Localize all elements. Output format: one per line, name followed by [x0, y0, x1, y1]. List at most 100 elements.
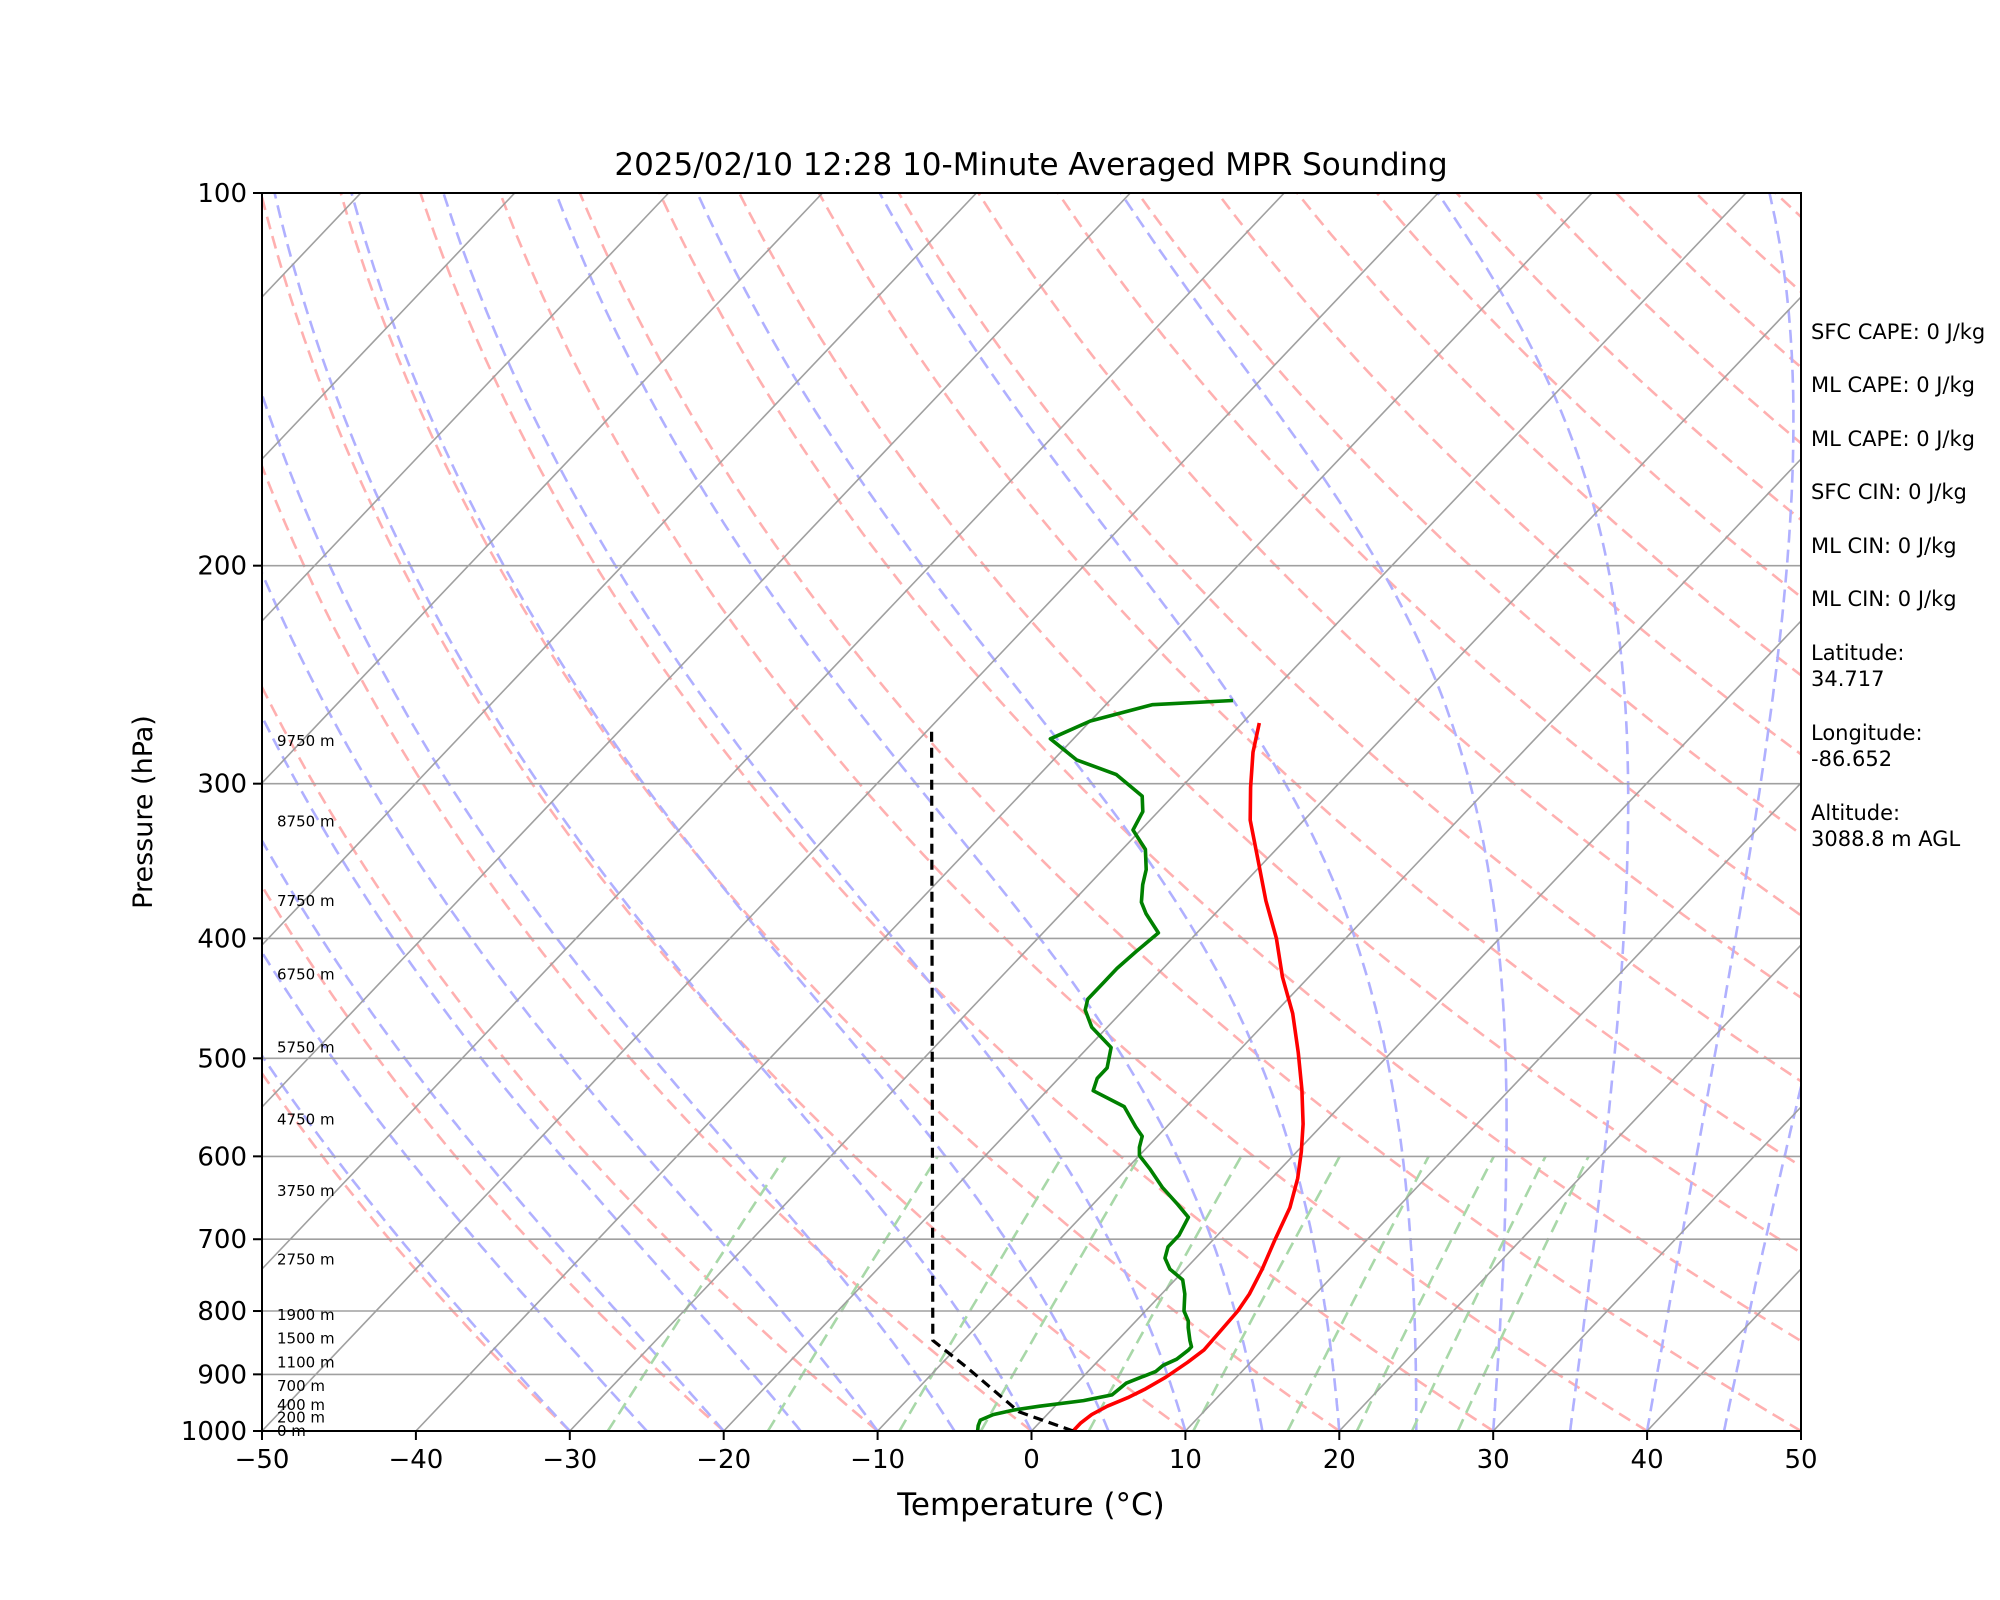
moist-adiabat — [262, 949, 648, 1431]
dry-adiabat — [419, 193, 1494, 1431]
height-label: 700 m — [277, 1377, 325, 1395]
dry-adiabat — [1136, 193, 1801, 836]
isotherm — [1030, 619, 1801, 1431]
dry-adiabat — [817, 193, 1801, 1168]
axis-ticks: −50 −40 −30 −20 −10 0 10 20 30 40 50 100 200 300 400 50… — [181, 179, 1818, 1475]
info-annotation: SFC CIN: 0 J/kg — [1811, 480, 1967, 504]
info-annotation: Latitude: 34.717 — [1811, 641, 1905, 691]
isotherm — [723, 295, 1801, 1431]
info-annotation-line: ML CIN: 0 J/kg — [1811, 587, 1957, 611]
isotherm — [262, 193, 1439, 1431]
y-tick-label: 400 — [197, 924, 247, 954]
y-tick-label: 100 — [197, 179, 247, 209]
mixing-ratio-line — [1355, 1155, 1495, 1431]
height-label: 2750 m — [277, 1251, 335, 1269]
isotherm — [0, 193, 207, 1431]
dry-adiabat — [658, 193, 1801, 1343]
isotherm — [569, 193, 1747, 1431]
x-tick-label: 10 — [1169, 1445, 1202, 1475]
height-label: 8750 m — [277, 813, 335, 831]
y-tick-label: 900 — [197, 1360, 247, 1390]
info-annotation-line: SFC CAPE: 0 J/kg — [1811, 320, 1985, 344]
dry-adiabat — [897, 193, 1801, 1083]
x-tick-label: 40 — [1631, 1445, 1664, 1475]
isotherm — [262, 193, 516, 461]
y-tick-label: 800 — [197, 1297, 247, 1327]
height-label: 1500 m — [277, 1330, 335, 1348]
y-tick-label: 1000 — [181, 1417, 247, 1447]
dry-adiabat — [1535, 193, 1801, 445]
parcel-line — [930, 730, 1074, 1431]
dewpoint-line — [975, 698, 1234, 1431]
dry-adiabat — [498, 193, 1648, 1431]
dry-adiabat — [1296, 193, 1801, 677]
mixing-ratio-line — [898, 1155, 1064, 1431]
info-annotation: Longitude: -86.652 — [1811, 721, 1923, 771]
info-annotation: ML CAPE: 0 J/kg — [1811, 427, 1975, 451]
moist-adiabat — [262, 838, 725, 1431]
x-tick-label: −10 — [850, 1445, 905, 1475]
mixing-ratio-line — [1410, 1155, 1547, 1431]
mixing-ratio-line — [606, 1155, 787, 1431]
x-tick-label: 30 — [1477, 1445, 1510, 1475]
mixing-ratio-line — [1286, 1155, 1430, 1431]
mixing-ratio-line — [979, 1155, 1141, 1431]
moist-adiabat — [262, 1053, 571, 1431]
height-label: 400 m — [277, 1396, 325, 1414]
x-tick-label: −30 — [542, 1445, 597, 1475]
background-lines — [0, 193, 1801, 1431]
isotherm — [262, 193, 670, 623]
dry-adiabat — [738, 193, 1801, 1255]
moist-adiabat — [696, 193, 1341, 1431]
isotherm — [262, 193, 977, 947]
info-annotation: Altitude: 3088.8 m AGL — [1811, 801, 1961, 851]
x-tick-label: −40 — [388, 1445, 443, 1475]
moist-adiabat — [1645, 193, 1795, 1431]
moist-adiabat — [262, 569, 879, 1431]
height-label: 9750 m — [277, 732, 335, 750]
info-annotation-line: Longitude: — [1811, 721, 1923, 745]
y-axis-label: Pressure (hPa) — [128, 715, 159, 909]
moist-adiabat — [262, 390, 956, 1431]
info-annotation: SFC CAPE: 0 J/kg — [1811, 320, 1985, 344]
moist-adiabat — [554, 193, 1264, 1431]
x-tick-label: −50 — [235, 1445, 290, 1475]
isotherm — [0, 193, 53, 1431]
height-label: 1900 m — [277, 1306, 335, 1324]
info-annotation-line: -86.652 — [1811, 747, 1892, 771]
y-tick-label: 700 — [197, 1225, 247, 1255]
height-label: 3750 m — [277, 1182, 335, 1200]
info-annotation-line: SFC CIN: 0 J/kg — [1811, 480, 1967, 504]
x-axis-label: Temperature (°C) — [896, 1487, 1165, 1523]
dry-adiabat — [1057, 193, 1801, 917]
isotherm — [262, 193, 824, 785]
series-layer — [930, 698, 1305, 1431]
height-label: 4750 m — [277, 1110, 335, 1128]
info-annotation-line: ML CIN: 0 J/kg — [1811, 534, 1957, 558]
moist-adiabat — [273, 193, 1033, 1431]
dry-adiabat — [977, 193, 1801, 1000]
moist-adiabat — [1119, 193, 1508, 1431]
dry-adiabat — [339, 193, 1341, 1431]
isotherm — [262, 193, 1131, 1109]
dry-adiabat — [1216, 193, 1801, 756]
height-label: 200 m — [277, 1408, 325, 1426]
moist-adiabat — [1436, 193, 1630, 1431]
isotherm — [877, 457, 1801, 1431]
y-tick-label: 300 — [197, 770, 247, 800]
height-label: 7750 m — [277, 892, 335, 910]
info-annotation-line: ML CAPE: 0 J/kg — [1811, 373, 1975, 397]
height-label: 5750 m — [277, 1039, 335, 1057]
height-label: 1100 m — [277, 1353, 335, 1371]
isotherm — [1184, 781, 1801, 1431]
info-annotation: ML CAPE: 0 J/kg — [1811, 373, 1975, 397]
moist-adiabat — [1722, 1080, 1801, 1431]
info-annotation: ML CIN: 0 J/kg — [1811, 587, 1957, 611]
info-annotation-line: 34.717 — [1811, 667, 1884, 691]
mixing-ratio-line — [1192, 1155, 1341, 1431]
isotherm — [1338, 943, 1801, 1431]
moist-adiabat — [442, 193, 1187, 1431]
